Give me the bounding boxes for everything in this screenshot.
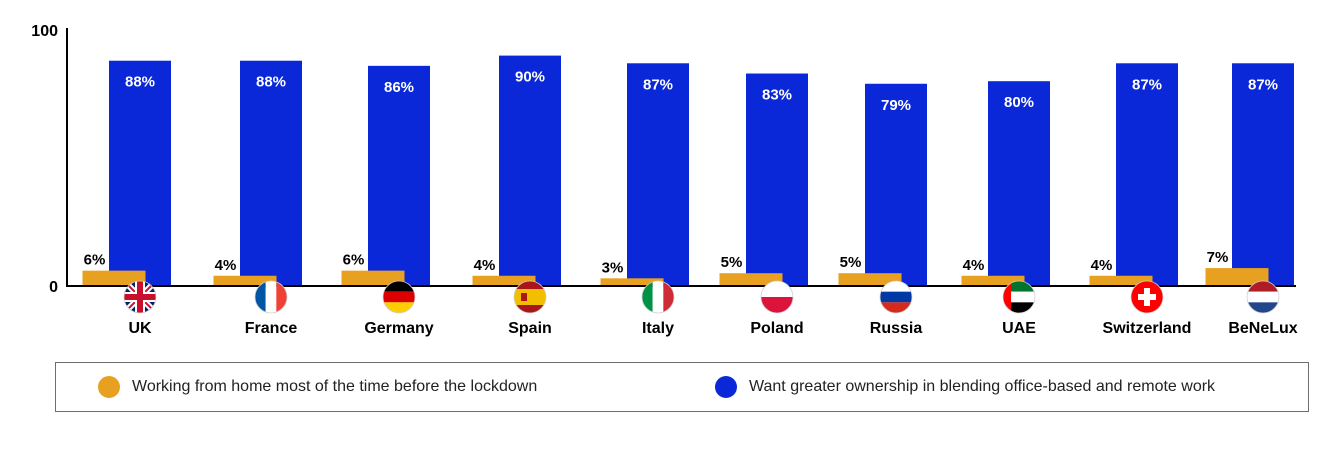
bar-wfh bbox=[1089, 275, 1153, 286]
data-label-ownership: 87% bbox=[643, 76, 673, 93]
italy-flag-icon bbox=[641, 280, 675, 314]
bar-wfh bbox=[838, 273, 902, 286]
data-label-wfh: 3% bbox=[602, 259, 624, 276]
category-label: Russia bbox=[870, 320, 923, 337]
data-label-wfh: 5% bbox=[840, 254, 862, 271]
poland-flag-icon bbox=[760, 280, 794, 314]
legend-swatch-ownership bbox=[715, 376, 737, 398]
bar-wfh bbox=[719, 273, 783, 286]
category-label: UK bbox=[128, 320, 152, 337]
uae-flag-icon bbox=[1002, 280, 1036, 314]
category-label: France bbox=[245, 320, 298, 337]
data-label-wfh: 4% bbox=[963, 257, 985, 274]
category-label: Poland bbox=[750, 320, 803, 337]
bar-ownership bbox=[499, 55, 561, 286]
data-label-wfh: 5% bbox=[721, 254, 743, 271]
bar-ownership bbox=[627, 63, 689, 286]
legend: Working from home most of the time befor… bbox=[55, 362, 1309, 412]
spain-flag-icon bbox=[513, 280, 547, 314]
category-label: Germany bbox=[364, 320, 433, 337]
bar-wfh bbox=[213, 275, 277, 286]
data-label-ownership: 87% bbox=[1248, 76, 1278, 93]
data-label-wfh: 7% bbox=[1207, 249, 1229, 266]
category-label: BeNeLux bbox=[1228, 320, 1297, 337]
legend-item-wfh: Working from home most of the time befor… bbox=[98, 363, 537, 411]
uk-flag-icon bbox=[123, 280, 157, 314]
bar-wfh bbox=[600, 278, 664, 286]
data-label-ownership: 87% bbox=[1132, 76, 1162, 93]
bar-ownership bbox=[865, 83, 927, 286]
y-tick-label: 100 bbox=[31, 23, 58, 40]
bar-ownership bbox=[109, 60, 171, 286]
bar-wfh bbox=[1205, 268, 1269, 286]
data-label-wfh: 6% bbox=[343, 252, 365, 269]
legend-swatch-wfh bbox=[98, 376, 120, 398]
bar-wfh bbox=[341, 270, 405, 286]
category-label: UAE bbox=[1002, 320, 1036, 337]
benelux-flag-icon bbox=[1246, 280, 1280, 314]
data-label-ownership: 79% bbox=[881, 97, 911, 114]
category-label: Spain bbox=[508, 320, 552, 337]
data-label-ownership: 83% bbox=[762, 87, 792, 104]
legend-label-ownership: Want greater ownership in blending offic… bbox=[749, 378, 1216, 395]
category-label: Italy bbox=[642, 320, 674, 337]
bar-ownership bbox=[1232, 63, 1294, 286]
bar-wfh bbox=[472, 275, 536, 286]
bar-ownership bbox=[746, 73, 808, 287]
data-label-wfh: 4% bbox=[215, 257, 237, 274]
legend-item-ownership: Want greater ownership in blending offic… bbox=[715, 363, 1215, 411]
data-label-wfh: 4% bbox=[474, 257, 496, 274]
bar-ownership bbox=[1116, 63, 1178, 286]
legend-label-wfh: Working from home most of the time befor… bbox=[132, 378, 538, 395]
germany-flag-icon bbox=[382, 280, 416, 314]
data-label-ownership: 88% bbox=[256, 74, 286, 91]
bar-ownership bbox=[988, 81, 1050, 286]
france-flag-icon bbox=[254, 280, 288, 314]
y-tick-label: 0 bbox=[49, 279, 58, 296]
russia-flag-icon bbox=[879, 280, 913, 314]
data-label-ownership: 86% bbox=[384, 79, 414, 96]
data-label-ownership: 88% bbox=[125, 74, 155, 91]
category-label: Switzerland bbox=[1103, 320, 1192, 337]
bar-ownership bbox=[240, 60, 302, 286]
switzerland-flag-icon bbox=[1130, 280, 1164, 314]
bar-wfh bbox=[82, 270, 146, 286]
data-label-wfh: 4% bbox=[1091, 257, 1113, 274]
data-label-ownership: 90% bbox=[515, 69, 545, 86]
data-label-wfh: 6% bbox=[84, 252, 106, 269]
bar-wfh bbox=[961, 275, 1025, 286]
data-label-ownership: 80% bbox=[1004, 94, 1034, 111]
bar-ownership bbox=[368, 65, 430, 286]
